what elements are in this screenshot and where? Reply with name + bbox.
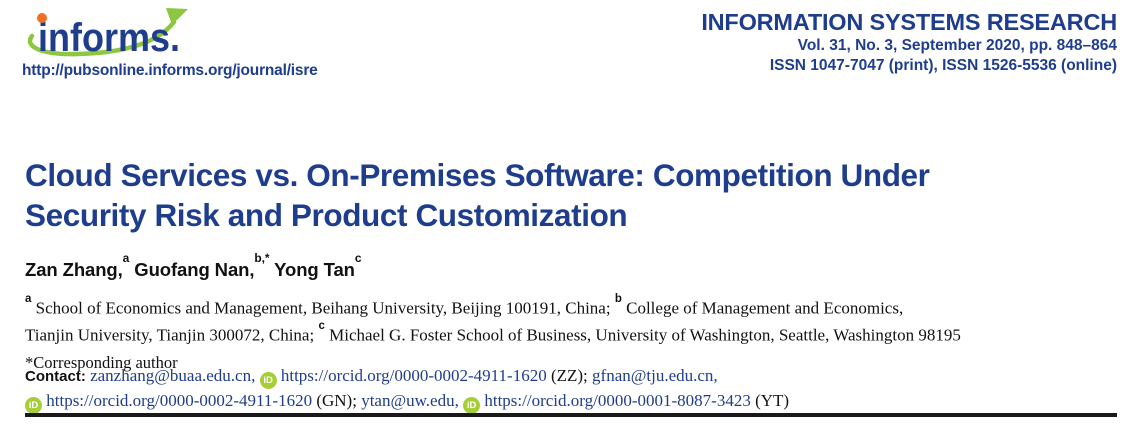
journal-masthead: INFORMATION SYSTEMS RESEARCH Vol. 31, No… [701, 8, 1117, 76]
author-affil-marker: a [122, 251, 130, 265]
journal-url-link[interactable]: http://pubsonline.informs.org/journal/is… [22, 62, 318, 79]
affiliation-a: School of Economics and Management, Beih… [35, 298, 611, 318]
corresponding-author-note: *Corresponding author [25, 353, 178, 373]
article-title-line2: Security Risk and Product Customization [25, 197, 628, 233]
logo-orange-dot [37, 13, 47, 23]
section-divider-rule [25, 413, 1117, 417]
author-list: Zan Zhang,a Guofang Nan,b,* Yong Tanc [25, 251, 362, 281]
affiliation-c: Michael G. Foster School of Business, Un… [329, 325, 961, 345]
affiliation-text: a School of Economics and Management, Be… [25, 293, 1120, 346]
email-link-gn[interactable]: gfnan@tju.edu.cn, [592, 366, 718, 385]
contact-line: Contact: zanzhang@buaa.edu.cn, iD https:… [25, 364, 1120, 414]
affil-marker-a: a [25, 293, 32, 305]
issn-line: ISSN 1047-7047 (print), ISSN 1526-5536 (… [769, 57, 1117, 74]
swoosh-arrow [27, 19, 177, 57]
orcid-link-gn[interactable]: https://orcid.org/0000-0002-4911-1620 [46, 391, 313, 410]
initials-tag-zz: (ZZ); [550, 366, 588, 385]
journal-name: INFORMATION SYSTEMS RESEARCH [701, 9, 1117, 35]
orcid-icon: iD [259, 372, 277, 389]
author-name: Yong Tan [274, 259, 355, 281]
initials-tag-gn: (GN); [316, 391, 357, 410]
article-title: Cloud Services vs. On-Premises Software:… [25, 155, 1120, 235]
informs-logo: informs. [27, 8, 188, 60]
email-link-zz[interactable]: zanzhang@buaa.edu.cn, [90, 366, 256, 385]
affiliation-b-line1: College of Management and Economics, [626, 298, 904, 318]
author-affil-marker: c [354, 251, 362, 265]
orcid-icon: iD [25, 397, 42, 414]
email-link-yt[interactable]: ytan@uw.edu, [361, 391, 459, 410]
affiliation-b-line2: Tianjin University, Tianjin 300072, Chin… [25, 325, 315, 345]
volume-issue-line: Vol. 31, No. 3, September 2020, pp. 848–… [797, 37, 1117, 54]
logo-wordmark: informs. [38, 16, 180, 60]
affil-marker-b: b [614, 293, 622, 305]
author-name: Zan Zhang, [25, 259, 123, 281]
author-name: Guofang Nan, [134, 259, 255, 281]
swoosh-arrowhead [166, 8, 188, 25]
author-affil-marker: b,* [254, 251, 270, 265]
contact-label: Contact: [25, 368, 86, 385]
initials-tag-yt: (YT) [755, 391, 790, 410]
orcid-icon: iD [463, 397, 481, 414]
article-title-line1: Cloud Services vs. On-Premises Software:… [25, 157, 930, 193]
orcid-link-yt[interactable]: https://orcid.org/0000-0001-8087-3423 [484, 391, 751, 410]
affil-marker-c: c [318, 319, 325, 332]
orcid-link-zz[interactable]: https://orcid.org/0000-0002-4911-1620 [280, 366, 547, 385]
informs-logo-block: informs. http://pubsonline.informs.org/j… [22, 6, 318, 80]
affiliations: a School of Economics and Management, Be… [25, 293, 1120, 374]
